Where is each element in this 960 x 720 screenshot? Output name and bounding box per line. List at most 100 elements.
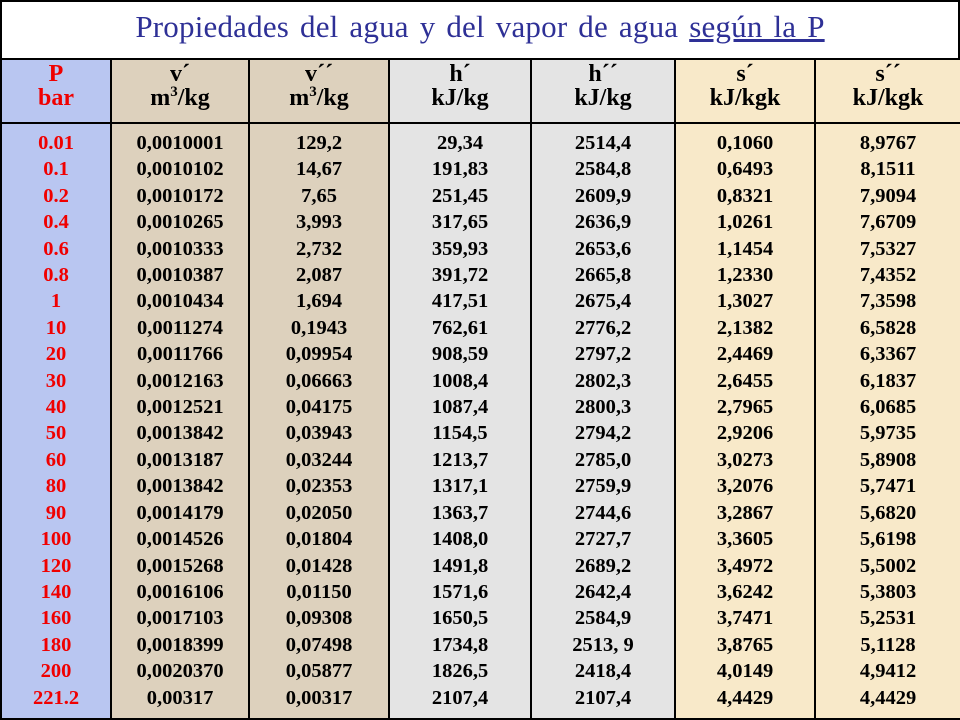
table-cell: 0.01 <box>38 132 74 154</box>
table-cell: 3,2867 <box>716 501 774 524</box>
table-cell: 2418,4 <box>574 660 632 683</box>
header-v-vapor-unit-tail: /kg <box>316 85 349 111</box>
table-cell: 5,6820 <box>859 501 917 524</box>
table-cell: 0,0013187 <box>136 448 224 471</box>
table-cell: 5,3803 <box>859 580 917 603</box>
table-cell: 0,0015268 <box>136 554 224 577</box>
header-pressure-symbol: P <box>48 61 64 87</box>
table-cell: 2642,4 <box>574 580 632 603</box>
header-s-liquid: s´ kJ/kgk <box>674 58 816 124</box>
table-cell: 0,02050 <box>285 501 353 524</box>
table-cell: 120 <box>40 554 72 577</box>
table-cell: 2107,4 <box>574 686 632 709</box>
table-cell: 191,83 <box>431 158 489 181</box>
table-cell: 40 <box>45 396 67 419</box>
table-cell: 0.4 <box>43 211 69 234</box>
table-cell: 4,4429 <box>716 686 774 709</box>
table-cell: 1650,5 <box>431 607 489 630</box>
table-cell: 0,0018399 <box>136 633 224 656</box>
header-pressure-unit: bar <box>38 85 74 111</box>
table-cell: 2727,7 <box>574 528 632 551</box>
table-cell: 0,09954 <box>285 343 353 366</box>
table-cell: 3,993 <box>295 211 343 234</box>
table-cell: 7,65 <box>301 184 337 207</box>
header-v-liquid-unit-tail: /kg <box>177 85 210 111</box>
table-cell: 0,05877 <box>285 660 353 683</box>
table-cell: 2802,3 <box>574 369 632 392</box>
header-h-vapor-unit: kJ/kg <box>574 85 632 111</box>
table-cell: 2584,9 <box>574 607 632 630</box>
table-cell: 0.1 <box>43 158 69 181</box>
table-cell: 2800,3 <box>574 396 632 419</box>
table-cell: 2107,4 <box>431 686 489 709</box>
table-cell: 317,65 <box>431 211 489 234</box>
table-cell: 3,7471 <box>716 607 774 630</box>
header-s-vapor-symbol: s´´ <box>875 61 901 87</box>
table-cell: 0,0010102 <box>136 158 224 181</box>
table-cell: 1408,0 <box>431 528 489 551</box>
h-liquid-column: 29,34 191,83 251,45 317,65 359,93 391,72 417,5… <box>388 122 532 720</box>
table-cell: 30 <box>45 369 67 392</box>
table-cell: 0.8 <box>43 264 69 287</box>
header-v-vapor-symbol: v´´ <box>305 61 333 87</box>
table-cell: 3,2076 <box>716 475 774 498</box>
table-cell: 4,0149 <box>716 660 774 683</box>
steam-properties-table: P bar v´ m3/kg v´´ m3/kg h´ kJ/kg h´´ kJ… <box>0 58 960 720</box>
table-cell: 5,9735 <box>859 422 917 445</box>
header-h-vapor: h´´ kJ/kg <box>530 58 676 124</box>
table-cell: 1 <box>50 290 62 313</box>
header-h-liquid-symbol: h´ <box>449 61 471 87</box>
table-cell: 4,4429 <box>859 686 917 709</box>
table-cell: 0,0010387 <box>136 264 224 287</box>
table-cell: 5,6198 <box>859 528 917 551</box>
table-cell: 1,3027 <box>716 290 774 313</box>
table-cell: 20 <box>45 343 67 366</box>
table-cell: 0,0010434 <box>136 290 224 313</box>
v-vapor-column: 129,2 14,67 7,65 3,993 2,732 2,087 1,694 0,1943… <box>248 122 390 720</box>
table-cell: 0,0010172 <box>136 184 224 207</box>
table-cell: 1,0261 <box>716 211 774 234</box>
table-cell: 0,07498 <box>285 633 353 656</box>
table-cell: 2,1382 <box>716 316 774 339</box>
table-cell: 762,61 <box>431 316 489 339</box>
h-vapor-column: 2514,4 2584,8 2609,9 2636,9 2653,6 2665,8 2675… <box>530 122 676 720</box>
header-row: P bar v´ m3/kg v´´ m3/kg h´ kJ/kg h´´ kJ… <box>0 58 960 124</box>
table-cell: 0,02353 <box>285 475 353 498</box>
table-cell: 140 <box>40 580 72 603</box>
table-cell: 8,9767 <box>859 132 917 154</box>
table-cell: 0,0013842 <box>136 475 224 498</box>
title-underlined: según la P <box>689 9 825 44</box>
table-cell: 50 <box>45 422 67 445</box>
table-cell: 0,01804 <box>285 528 353 551</box>
table-cell: 0,0017103 <box>136 607 224 630</box>
table-cell: 2584,8 <box>574 158 632 181</box>
table-cell: 0,0010333 <box>136 237 224 260</box>
header-v-liquid-symbol: v´ <box>170 61 190 87</box>
table-cell: 2513, 9 <box>572 633 634 656</box>
table-cell: 0,01150 <box>286 580 352 603</box>
table-cell: 3,4972 <box>716 554 774 577</box>
table-cell: 2,6455 <box>716 369 774 392</box>
table-cell: 7,4352 <box>859 264 917 287</box>
table-cell: 129,2 <box>295 132 343 154</box>
s-liquid-column: 0,1060 0,6493 0,8321 1,0261 1,1454 1,2330 1,30… <box>674 122 816 720</box>
table-cell: 4,9412 <box>859 660 917 683</box>
table-cell: 1,694 <box>295 290 343 313</box>
table-cell: 0.2 <box>43 184 69 207</box>
table-cell: 2794,2 <box>574 422 632 445</box>
table-cell: 2,087 <box>295 264 343 287</box>
header-h-liquid: h´ kJ/kg <box>388 58 532 124</box>
title-main: Propiedades del agua y del vapor de agua <box>135 9 679 44</box>
header-s-vapor-unit: kJ/kgk <box>852 85 924 111</box>
table-cell: 2609,9 <box>574 184 632 207</box>
title-bar: Propiedades del agua y del vapor de agua… <box>0 0 960 58</box>
v-liquid-column: 0,0010001 0,0010102 0,0010172 0,0010265 0,00… <box>110 122 250 720</box>
table-cell: 0,00317 <box>146 686 214 709</box>
header-v-vapor-unit-sup: 3 <box>309 84 317 100</box>
table-cell: 5,2531 <box>859 607 917 630</box>
table-cell: 0,0011766 <box>137 343 223 366</box>
table-cell: 5,5002 <box>859 554 917 577</box>
table-cell: 3,6242 <box>716 580 774 603</box>
table-cell: 160 <box>40 607 72 630</box>
table-cell: 6,1837 <box>859 369 917 392</box>
